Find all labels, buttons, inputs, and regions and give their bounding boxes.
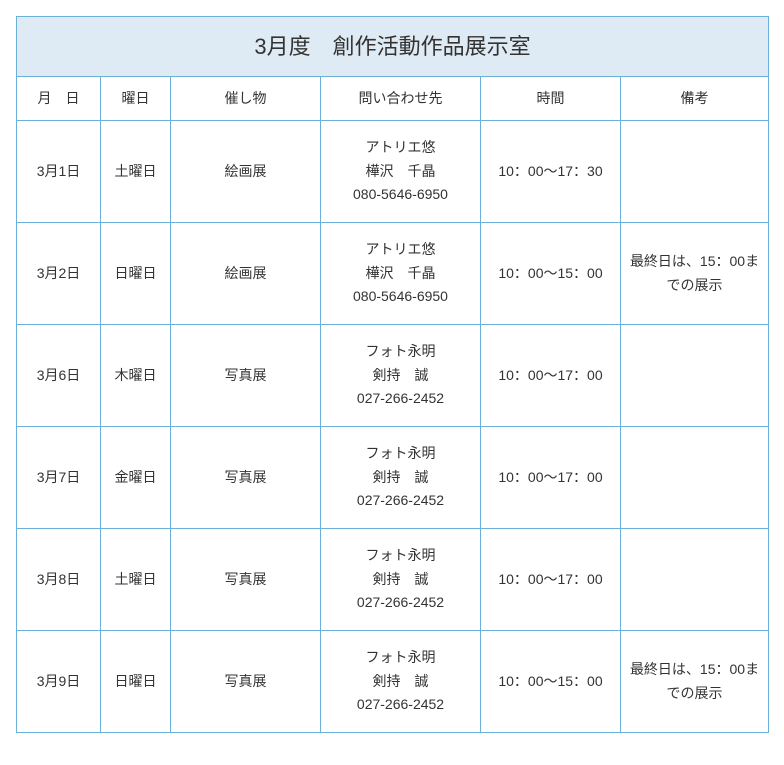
cell-time: 10：00～15：00 (481, 631, 621, 733)
cell-note (621, 325, 769, 427)
column-header: 曜日 (101, 77, 171, 121)
cell-note: 最終日は、15：00までの展示 (621, 223, 769, 325)
cell-weekday: 金曜日 (101, 427, 171, 529)
cell-time: 10：00～15：00 (481, 223, 621, 325)
header-row: 月 日曜日催し物問い合わせ先時間備考 (17, 77, 769, 121)
cell-event: 写真展 (171, 427, 321, 529)
column-header: 問い合わせ先 (321, 77, 481, 121)
cell-contact: アトリエ悠樺沢 千晶080-5646-6950 (321, 121, 481, 223)
cell-event: 写真展 (171, 325, 321, 427)
table-row: 3月9日日曜日写真展フォト永明剣持 誠027-266-245210：00～15：… (17, 631, 769, 733)
cell-date: 3月7日 (17, 427, 101, 529)
contact-line: フォト永明 (327, 544, 474, 568)
contact-line: 080-5646-6950 (327, 285, 474, 309)
cell-note: 最終日は、15：00までの展示 (621, 631, 769, 733)
cell-date: 3月2日 (17, 223, 101, 325)
contact-line: 剣持 誠 (327, 364, 474, 388)
cell-date: 3月6日 (17, 325, 101, 427)
contact-line: フォト永明 (327, 340, 474, 364)
contact-line: アトリエ悠 (327, 238, 474, 262)
table-row: 3月2日日曜日絵画展アトリエ悠樺沢 千晶080-5646-695010：00～1… (17, 223, 769, 325)
cell-time: 10：00～17：00 (481, 529, 621, 631)
cell-date: 3月8日 (17, 529, 101, 631)
cell-weekday: 土曜日 (101, 529, 171, 631)
table-row: 3月1日土曜日絵画展アトリエ悠樺沢 千晶080-5646-695010：00～1… (17, 121, 769, 223)
contact-line: 027-266-2452 (327, 489, 474, 513)
table-body: 3月1日土曜日絵画展アトリエ悠樺沢 千晶080-5646-695010：00～1… (17, 121, 769, 733)
cell-contact: フォト永明剣持 誠027-266-2452 (321, 325, 481, 427)
cell-event: 絵画展 (171, 223, 321, 325)
contact-line: 027-266-2452 (327, 591, 474, 615)
cell-time: 10：00～17：00 (481, 325, 621, 427)
table-row: 3月8日土曜日写真展フォト永明剣持 誠027-266-245210：00～17：… (17, 529, 769, 631)
cell-weekday: 日曜日 (101, 631, 171, 733)
cell-weekday: 木曜日 (101, 325, 171, 427)
cell-note (621, 529, 769, 631)
table-row: 3月7日金曜日写真展フォト永明剣持 誠027-266-245210：00～17：… (17, 427, 769, 529)
cell-contact: アトリエ悠樺沢 千晶080-5646-6950 (321, 223, 481, 325)
cell-date: 3月9日 (17, 631, 101, 733)
column-header: 備考 (621, 77, 769, 121)
contact-line: 剣持 誠 (327, 466, 474, 490)
cell-event: 写真展 (171, 529, 321, 631)
contact-line: フォト永明 (327, 442, 474, 466)
contact-line: 剣持 誠 (327, 670, 474, 694)
column-header: 月 日 (17, 77, 101, 121)
table-row: 3月6日木曜日写真展フォト永明剣持 誠027-266-245210：00～17：… (17, 325, 769, 427)
table-title: 3月度 創作活動作品展示室 (17, 17, 769, 77)
cell-event: 写真展 (171, 631, 321, 733)
cell-event: 絵画展 (171, 121, 321, 223)
cell-contact: フォト永明剣持 誠027-266-2452 (321, 631, 481, 733)
schedule-table: 3月度 創作活動作品展示室 月 日曜日催し物問い合わせ先時間備考 3月1日土曜日… (16, 16, 769, 733)
contact-line: 027-266-2452 (327, 387, 474, 411)
cell-date: 3月1日 (17, 121, 101, 223)
contact-line: アトリエ悠 (327, 136, 474, 160)
column-header: 時間 (481, 77, 621, 121)
contact-line: 剣持 誠 (327, 568, 474, 592)
cell-weekday: 土曜日 (101, 121, 171, 223)
cell-time: 10：00～17：00 (481, 427, 621, 529)
contact-line: 080-5646-6950 (327, 183, 474, 207)
cell-contact: フォト永明剣持 誠027-266-2452 (321, 427, 481, 529)
cell-weekday: 日曜日 (101, 223, 171, 325)
cell-note (621, 121, 769, 223)
cell-note (621, 427, 769, 529)
contact-line: フォト永明 (327, 646, 474, 670)
contact-line: 樺沢 千晶 (327, 160, 474, 184)
contact-line: 樺沢 千晶 (327, 262, 474, 286)
column-header: 催し物 (171, 77, 321, 121)
cell-time: 10：00～17：30 (481, 121, 621, 223)
contact-line: 027-266-2452 (327, 693, 474, 717)
cell-contact: フォト永明剣持 誠027-266-2452 (321, 529, 481, 631)
